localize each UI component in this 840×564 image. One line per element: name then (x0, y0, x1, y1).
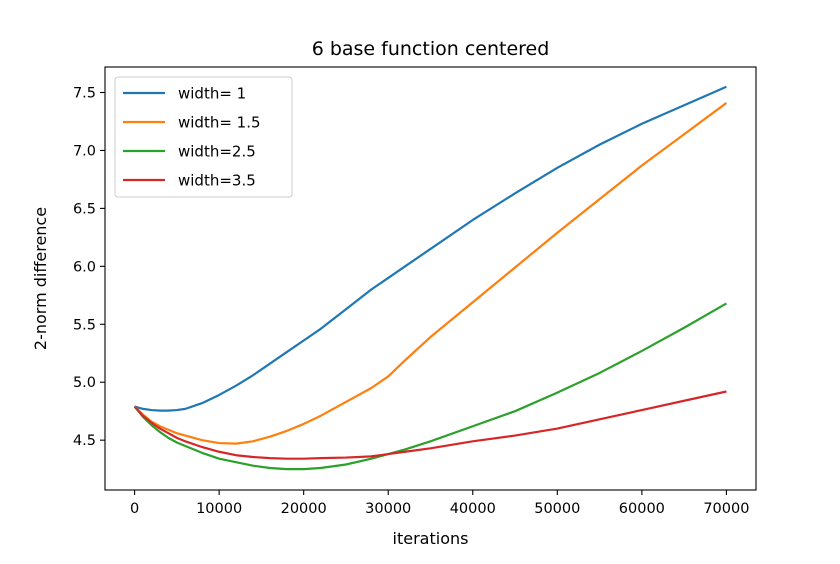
y-axis-label: 2-norm difference (31, 207, 50, 350)
legend-label-2: width= 1.5 (178, 114, 261, 132)
x-tick-label: 50000 (534, 501, 580, 517)
x-axis-label: iterations (393, 529, 469, 548)
series-line-2 (133, 102, 728, 445)
y-tick-label: 4.5 (73, 433, 96, 449)
x-axis-ticks: 0 10000 20000 30000 40000 50000 60000 70000 (130, 490, 749, 517)
legend: width= 1 width= 1.5 width=2.5 width=3.5 (114, 76, 293, 198)
y-tick-label: 6.5 (73, 201, 96, 217)
y-tick-label: 7.5 (73, 85, 96, 101)
legend-label-3: width=2.5 (178, 143, 256, 161)
series-line-4 (133, 390, 727, 460)
y-tick-label: 6.0 (73, 259, 96, 275)
series-line-1 (134, 85, 727, 412)
plot-frame (104, 66, 757, 491)
x-tick-label: 70000 (703, 501, 749, 517)
legend-items: width= 1 width= 1.5 width=2.5 width=3.5 (123, 85, 261, 190)
y-tick-label: 7.0 (73, 143, 96, 159)
legend-label-1: width= 1 (178, 85, 246, 103)
chart-title: 6 base function centered (312, 38, 550, 60)
y-tick-label: 5.5 (73, 317, 96, 333)
x-tick-label: 10000 (196, 501, 242, 517)
legend-box (114, 76, 293, 198)
x-tick-label: 0 (130, 501, 139, 517)
series-layer (133, 85, 728, 471)
y-axis-ticks: 4.5 5.0 5.5 6.0 6.5 7.0 7.5 (73, 85, 105, 449)
x-tick-label: 60000 (619, 501, 665, 517)
y-tick-label: 5.0 (73, 375, 96, 391)
x-tick-label: 40000 (450, 501, 496, 517)
series-line-3 (133, 302, 727, 471)
legend-label-4: width=3.5 (178, 172, 256, 190)
x-tick-label: 20000 (281, 501, 327, 517)
x-tick-label: 30000 (365, 501, 411, 517)
